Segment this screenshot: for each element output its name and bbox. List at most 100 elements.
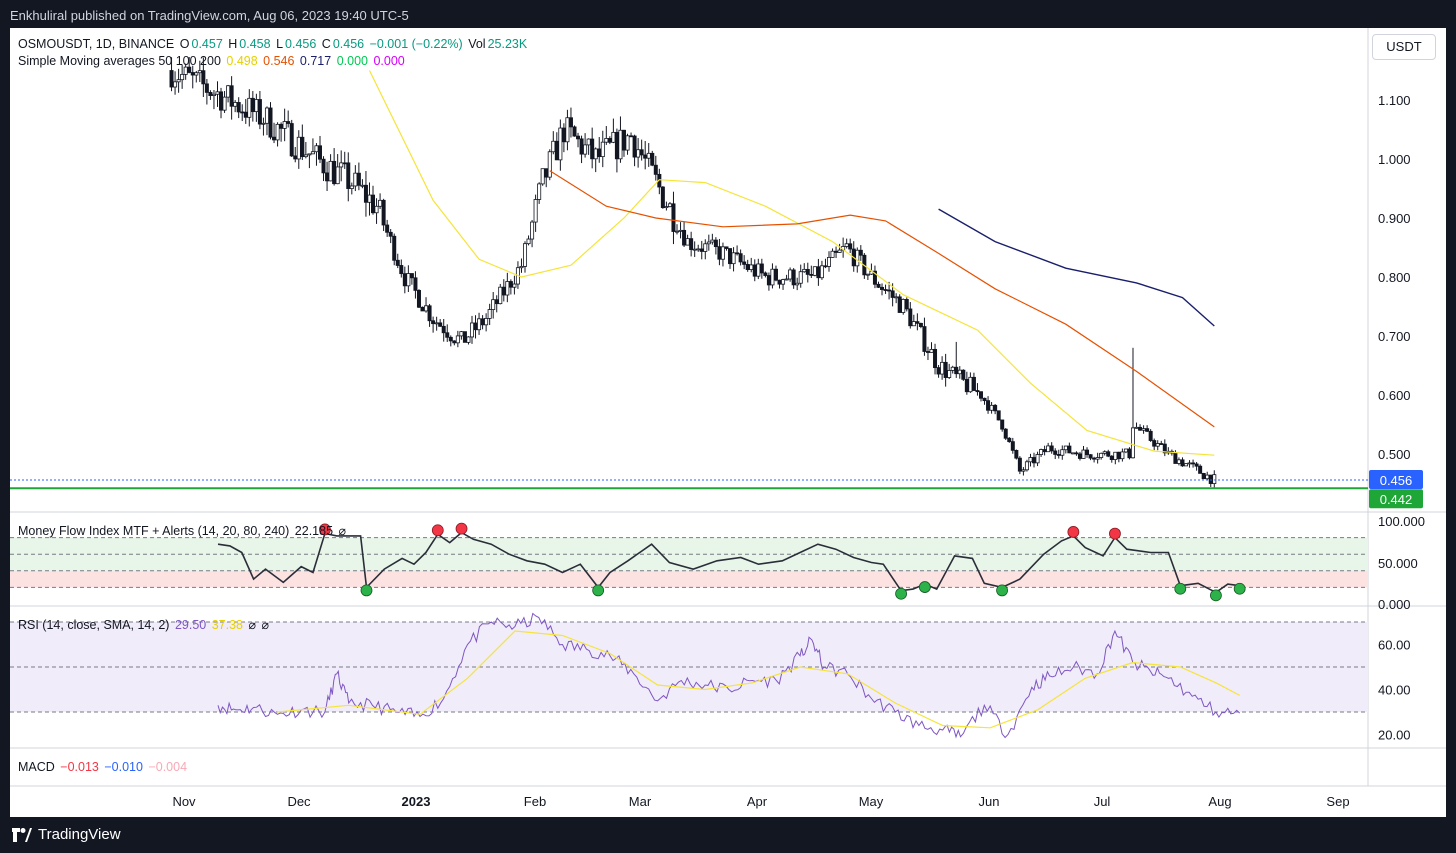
candle-body (954, 366, 959, 375)
candle-body (1173, 452, 1178, 464)
macd-hist-value: −0.004 (148, 760, 188, 774)
candle-body (713, 239, 718, 248)
candle-body (254, 99, 259, 113)
candle-body (452, 340, 457, 344)
publish-info: Enkhuliral published on TradingView.com,… (10, 8, 409, 23)
candle-body (554, 140, 559, 161)
candle-body (551, 140, 556, 153)
candle-body (826, 257, 831, 267)
candle-body (943, 361, 948, 378)
candle-body (173, 81, 178, 88)
symbol-label[interactable]: OSMOUSDT, 1D, BINANCE (18, 37, 175, 51)
sma-legend-label[interactable]: Simple Moving averages 50 100 200 (18, 54, 221, 68)
mfi-overbought-marker (455, 522, 468, 535)
candle-body (1155, 443, 1160, 447)
candle-body (1032, 457, 1037, 464)
candle-body (1092, 457, 1097, 460)
candle-body (583, 144, 588, 155)
candle-body (802, 268, 807, 273)
brand-bar (0, 817, 1456, 853)
candle-body (469, 322, 474, 338)
candle-body (678, 229, 683, 232)
candle-body (996, 410, 1001, 421)
candle-body (918, 322, 923, 327)
rsi-legend-label[interactable]: RSI (14, close, SMA, 14, 2) (18, 618, 170, 632)
candle-body (957, 369, 962, 375)
candle-body (360, 184, 365, 187)
candle-body (508, 281, 513, 288)
candle-body (844, 243, 849, 247)
candle-body (1208, 474, 1213, 484)
candle-body (791, 269, 796, 286)
rsi-sma-line (277, 630, 1240, 729)
candle-body (1014, 449, 1019, 459)
candle-body (1000, 419, 1005, 430)
candle-body (356, 172, 361, 186)
price-tick-label: 0.800 (1378, 270, 1411, 285)
candle-body (798, 271, 803, 284)
candle-body (176, 79, 181, 83)
candle-body (1095, 457, 1100, 460)
candle-body (1063, 445, 1068, 451)
candle-body (1123, 448, 1128, 453)
candle-body (257, 99, 262, 125)
candle-body (989, 404, 994, 411)
candle-body (204, 83, 209, 93)
candle-body (296, 136, 301, 160)
candle-body (720, 246, 725, 260)
candle-body (568, 117, 573, 128)
candle-body (416, 289, 421, 308)
candle-body (759, 263, 764, 274)
candle-body (685, 238, 690, 246)
candle-body (770, 268, 775, 286)
candle-body (749, 264, 754, 270)
mfi-tick-label: 50.000 (1378, 556, 1418, 571)
x-tick-label: Feb (524, 794, 546, 809)
currency-button[interactable]: USDT (1372, 34, 1436, 60)
rsi-tick-label: 20.00 (1378, 728, 1411, 743)
candle-body (1053, 450, 1058, 455)
candle-body (710, 239, 715, 243)
mfi-overbought-marker (431, 524, 444, 537)
candle-body (1077, 453, 1082, 459)
candle-body (830, 250, 835, 258)
candle-body (1046, 445, 1051, 453)
candle-body (272, 136, 277, 141)
candle-body (986, 400, 991, 411)
candle-body (699, 248, 704, 252)
macd-value: −0.013 (60, 760, 99, 774)
tradingview-logo[interactable]: TradingView (12, 826, 121, 843)
candle-body (773, 268, 778, 281)
candle-body (526, 238, 531, 245)
candle-body (855, 249, 860, 267)
sma-legend: Simple Moving averages 50 100 200 0.498 … (18, 54, 407, 68)
candle-body (533, 199, 538, 223)
candle-body (300, 136, 305, 158)
rsi-sma-legend-value: 37.38 (211, 618, 243, 632)
candle-body (236, 102, 241, 113)
candle-body (816, 266, 821, 279)
candle-body (1194, 463, 1199, 467)
mfi-oversold-marker (918, 581, 931, 593)
candle-body (1106, 451, 1111, 457)
candle-body (696, 248, 701, 251)
sma200-value: 0.717 (299, 54, 332, 68)
candle-body (1021, 469, 1026, 472)
x-tick-label: Dec (287, 794, 311, 809)
price-tick-label: 0.600 (1378, 388, 1411, 403)
last-price-tag-label: 0.456 (1380, 473, 1413, 488)
macd-legend-label[interactable]: MACD (18, 760, 55, 774)
candle-body (1067, 445, 1072, 454)
candle-body (240, 111, 245, 114)
vol-label: Vol (468, 37, 486, 51)
high-value: 0.458 (239, 37, 271, 51)
candle-body (413, 277, 418, 291)
candle-body (321, 158, 326, 174)
candle-body (477, 318, 482, 331)
mfi-legend-label[interactable]: Money Flow Index MTF + Alerts (14, 20, 8… (18, 524, 290, 538)
candle-body (462, 331, 467, 343)
candle-body (689, 238, 694, 250)
candle-body (335, 166, 340, 185)
candle-body (346, 162, 351, 189)
